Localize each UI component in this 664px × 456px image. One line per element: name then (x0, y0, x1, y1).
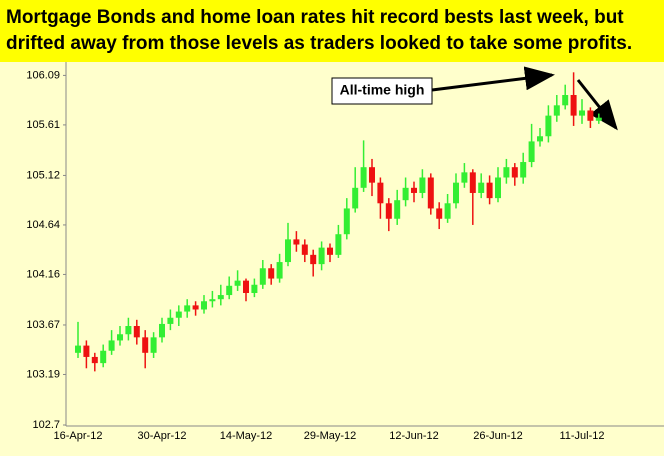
candle-body (444, 203, 451, 219)
x-tick-label: 29-May-12 (304, 430, 357, 442)
candle-body (226, 285, 233, 296)
candle-body (520, 162, 527, 178)
candle-body (360, 167, 367, 188)
x-tick-label: 14-May-12 (220, 430, 273, 442)
annotation: All-time high (340, 82, 425, 98)
candle-body (537, 136, 543, 142)
annotation-arrow (431, 66, 555, 92)
candle-body (553, 105, 560, 116)
candle-body (461, 172, 468, 183)
y-tick-label: 104.64 (26, 219, 60, 231)
candle-body (175, 311, 182, 318)
candle-body (377, 182, 384, 204)
candle-body (495, 177, 501, 199)
candle-body (192, 305, 199, 310)
annotation-box (331, 77, 433, 105)
candle-body (108, 340, 115, 351)
candle-body (100, 350, 107, 364)
candle-body (117, 334, 123, 341)
y-tick-label: 103.67 (26, 319, 60, 331)
candle-body (511, 167, 518, 178)
candle-body (595, 117, 602, 121)
y-tick-label: 102.7 (32, 419, 60, 431)
x-tick-label: 30-Apr-12 (138, 430, 187, 442)
candle-body (209, 299, 216, 302)
candle-body (259, 268, 266, 285)
candle-body (159, 323, 165, 338)
candle-body (285, 239, 291, 263)
y-tick-label: 104.16 (26, 268, 60, 280)
trend-arrow (576, 79, 618, 131)
y-tick-label: 106.09 (26, 69, 60, 81)
candle-body (436, 208, 443, 219)
y-tick-label: 105.12 (26, 169, 60, 181)
candle-body (310, 254, 317, 265)
candle-body (419, 177, 426, 193)
candle-body (293, 239, 300, 245)
candle-body (352, 187, 359, 209)
candle-body (587, 110, 594, 121)
candle-body (562, 95, 569, 106)
x-tick-label: 26-Jun-12 (473, 430, 523, 442)
candle-body (427, 177, 434, 209)
candle-body (150, 337, 157, 353)
candle-body (453, 182, 459, 204)
x-tick-label: 16-Apr-12 (54, 430, 103, 442)
candle-body (251, 284, 258, 293)
candle-body (486, 182, 493, 199)
candle-body (243, 280, 249, 293)
chart-title-line: drifted away from those levels as trader… (6, 33, 632, 54)
candle-body (75, 345, 81, 353)
x-tick-label: 11-Jul-12 (559, 430, 604, 442)
plot: 102.7 103.19 103.67 104.16 104.64 105.12 105.6… (26, 69, 604, 442)
candle-body (503, 167, 510, 178)
candle-body (91, 356, 98, 364)
candle-body (402, 187, 409, 201)
candle-body (327, 247, 333, 255)
candle-body (335, 234, 342, 255)
chart-title-line: Mortgage Bonds and home loan rates hit r… (6, 7, 624, 28)
candle-body (217, 295, 224, 300)
candle-body (411, 187, 417, 193)
candle-body (318, 247, 325, 265)
candle-body (369, 167, 375, 183)
x-tick-label: 12-Jun-12 (389, 430, 439, 442)
candle-body (385, 203, 392, 219)
candle-body (469, 172, 476, 193)
candle-body (579, 110, 585, 116)
title-banner (0, 0, 664, 62)
y-tick-label: 105.61 (26, 119, 60, 131)
candle-body (394, 200, 401, 219)
candle-body (133, 326, 140, 338)
candle-body (167, 317, 174, 324)
candle-body (83, 345, 90, 357)
candle-body (268, 268, 275, 279)
y-tick-label: 103.19 (26, 368, 60, 380)
candle-body (545, 115, 552, 137)
candle-body (142, 337, 149, 353)
candle-body (276, 262, 283, 279)
candle-body (528, 141, 535, 163)
candle-body (201, 301, 207, 310)
candle-body (478, 182, 485, 193)
candle-body (570, 95, 577, 116)
candle-body (184, 305, 191, 312)
candle-body (125, 326, 132, 335)
candle-body (343, 208, 350, 235)
candle-body (234, 280, 241, 286)
candle-body (301, 244, 308, 255)
